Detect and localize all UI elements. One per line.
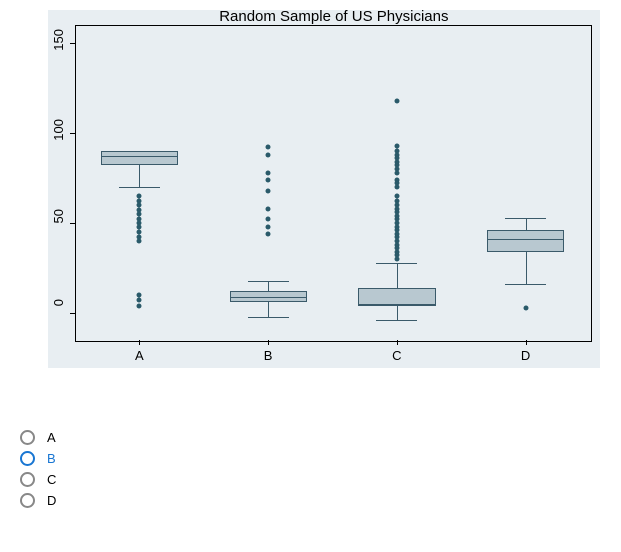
chart-title: Random Sample of US Physicians (219, 8, 448, 25)
ytick-mark (70, 313, 75, 314)
option-label: B (47, 451, 56, 466)
xtick-mark (268, 340, 269, 345)
ytick-label: 0 (51, 299, 66, 306)
ytick-label: 150 (51, 29, 66, 51)
ytick-label: 100 (51, 119, 66, 141)
ytick-label: 50 (51, 209, 66, 223)
radio-icon (20, 451, 35, 466)
answer-option-a[interactable]: A (20, 430, 611, 445)
ytick-mark (70, 223, 75, 224)
radio-icon (20, 493, 35, 508)
answer-option-d[interactable]: D (20, 493, 611, 508)
option-label: A (47, 430, 56, 445)
radio-icon (20, 472, 35, 487)
xtick-label: B (264, 348, 273, 363)
option-label: D (47, 493, 56, 508)
xtick-mark (139, 340, 140, 345)
option-label: C (47, 472, 56, 487)
plot-border (75, 25, 592, 342)
radio-icon (20, 430, 35, 445)
xtick-label: C (392, 348, 401, 363)
xtick-mark (397, 340, 398, 345)
xtick-label: D (521, 348, 530, 363)
ytick-mark (70, 43, 75, 44)
answer-option-b[interactable]: B (20, 451, 611, 466)
answer-option-c[interactable]: C (20, 472, 611, 487)
boxplot-chart: Random Sample of US Physicians 0 50 100 150… (10, 10, 600, 380)
answer-options: ABCD (20, 430, 611, 508)
xtick-mark (526, 340, 527, 345)
xtick-label: A (135, 348, 144, 363)
ytick-mark (70, 133, 75, 134)
